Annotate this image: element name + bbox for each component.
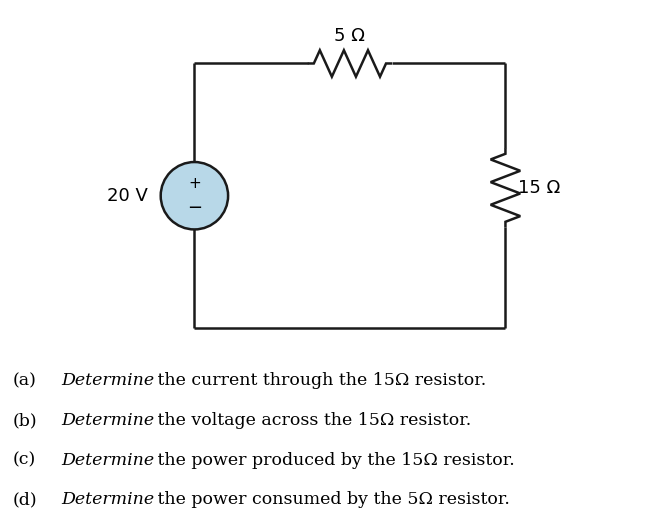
Text: 20 V: 20 V bbox=[107, 187, 148, 205]
Text: the power consumed by the 5Ω resistor.: the power consumed by the 5Ω resistor. bbox=[152, 491, 510, 508]
Ellipse shape bbox=[161, 162, 228, 230]
Text: the power produced by the 15Ω resistor.: the power produced by the 15Ω resistor. bbox=[152, 452, 515, 469]
Text: the current through the 15Ω resistor.: the current through the 15Ω resistor. bbox=[152, 372, 487, 389]
Text: (d): (d) bbox=[13, 491, 38, 508]
Text: 15 Ω: 15 Ω bbox=[518, 179, 561, 197]
Text: 5 Ω: 5 Ω bbox=[334, 27, 365, 45]
Text: (a): (a) bbox=[13, 372, 37, 389]
Text: Determine: Determine bbox=[62, 452, 155, 469]
Text: +: + bbox=[188, 176, 201, 191]
Text: (c): (c) bbox=[13, 452, 36, 469]
Text: the voltage across the 15Ω resistor.: the voltage across the 15Ω resistor. bbox=[152, 412, 472, 429]
Text: Determine: Determine bbox=[62, 412, 155, 429]
Text: −: − bbox=[187, 199, 202, 217]
Text: Determine: Determine bbox=[62, 372, 155, 389]
Text: (b): (b) bbox=[13, 412, 38, 429]
Text: Determine: Determine bbox=[62, 491, 155, 508]
